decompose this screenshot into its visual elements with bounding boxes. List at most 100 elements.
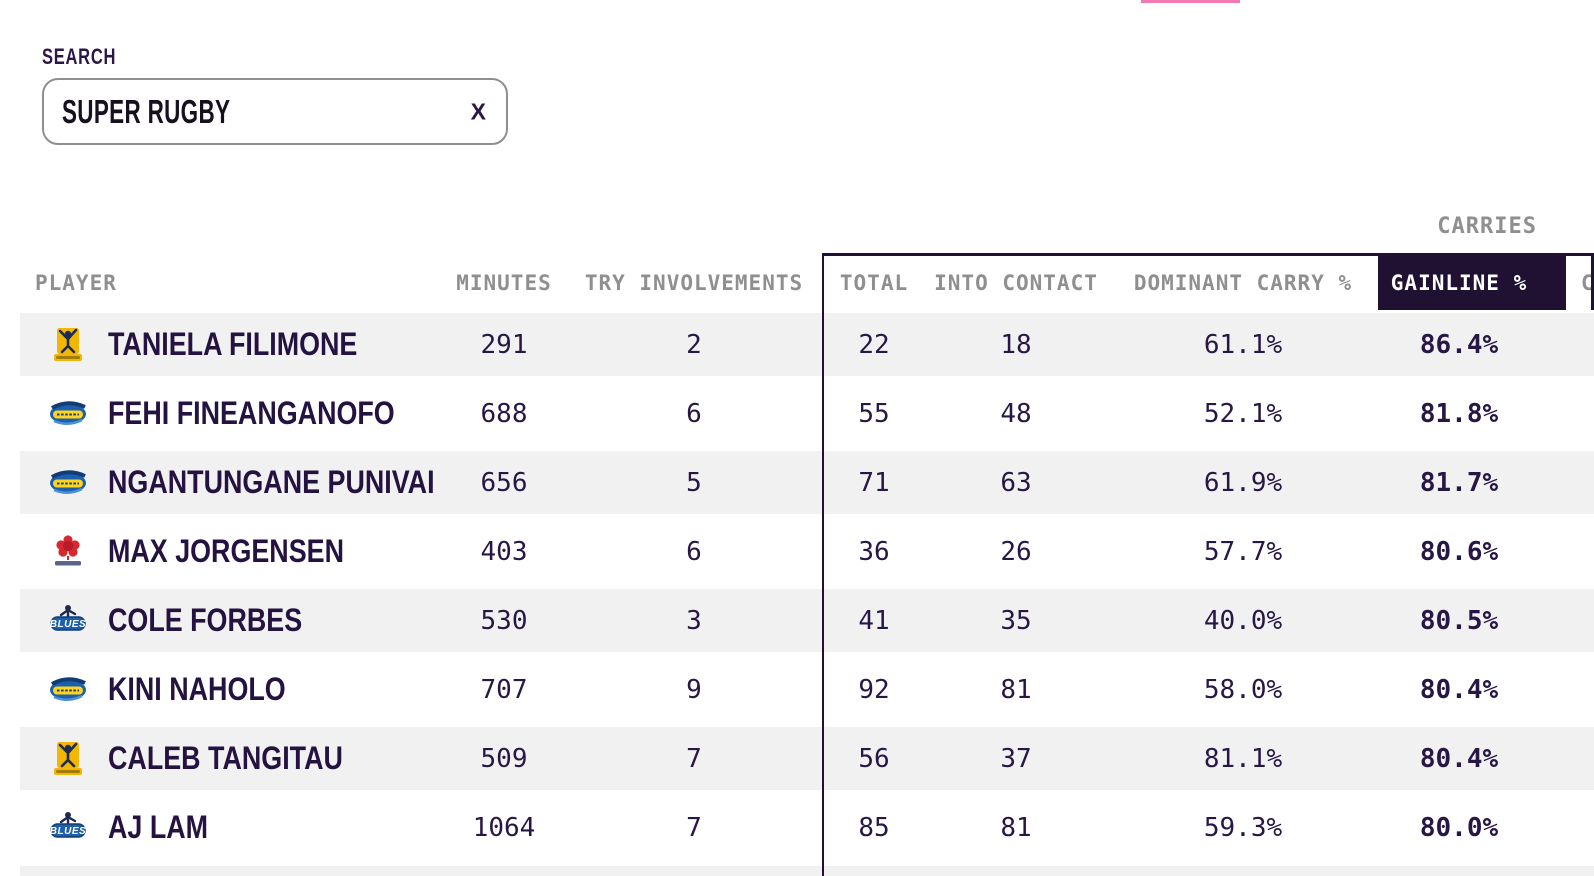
into-contact-value: 81 [1000,674,1032,705]
table-row[interactable]: KINI NAHOLO 707 9 92 81 58.0% 80.4% [20,655,1594,724]
try-involvements-value: 7 [686,812,702,843]
carries-total-value: 71 [858,467,890,498]
player-name: NGANTUNGANE PUNIVAI [108,464,435,500]
player-name: CALEB TANGITAU [108,740,343,776]
player-cell: TANIELA FILIMONE [20,325,444,365]
table-row[interactable]: MAX JORGENSEN 403 6 36 26 57.7% 80.6% [20,517,1594,586]
minutes-value: 530 [480,605,528,636]
carries-total-value: 22 [858,329,890,360]
dominant-carry-value: 58.0% [1203,674,1283,705]
dominant-carry-value: 59.3% [1203,812,1283,843]
active-tab-indicator [1141,0,1240,3]
dominant-carry-value: 40.0% [1203,605,1283,636]
table-row[interactable]: FEHI FINEANGANOFO 688 6 55 48 52.1% 81.8… [20,379,1594,448]
into-contact-value: 48 [1000,398,1032,429]
gainline-value: 80.6% [1419,536,1499,567]
column-header-player[interactable]: PLAYER [35,271,117,295]
gainline-value: 80.4% [1419,743,1499,774]
column-header-into-contact[interactable]: INTO CONTACT [934,271,1098,295]
into-contact-value: 26 [1000,536,1032,567]
team-logo-icon [48,808,88,848]
player-cell: MAX JORGENSEN [20,532,444,572]
dominant-carry-value: 57.7% [1203,536,1283,567]
try-involvements-value: 5 [686,467,702,498]
try-involvements-value: 6 [686,398,702,429]
player-name: KINI NAHOLO [108,671,286,707]
carries-total-value: 55 [858,398,890,429]
column-group-label-carries: CARRIES [1437,214,1537,239]
gainline-value: 80.5% [1419,605,1499,636]
column-header-gainline-active-sort[interactable]: GAINLINE % [1378,256,1566,310]
team-logo-icon [48,394,88,434]
player-cell: KINI NAHOLO [20,670,444,710]
carries-group-left-border [822,253,824,876]
player-name: TANIELA FILIMONE [108,326,358,362]
gainline-value: 81.7% [1419,467,1499,498]
next-highlighted-header-sliver [1591,256,1594,310]
player-cell: FEHI FINEANGANOFO [20,394,444,434]
try-involvements-value: 2 [686,329,702,360]
carries-total-value: 41 [858,605,890,636]
gainline-value: 86.4% [1419,329,1499,360]
team-logo-icon [48,670,88,710]
team-logo-icon [48,532,88,572]
try-involvements-value: 3 [686,605,702,636]
player-name: AJ LAM [108,809,209,845]
column-header-dominant-carry[interactable]: DOMINANT CARRY % [1133,271,1353,295]
dominant-carry-value: 61.9% [1203,467,1283,498]
gainline-value: 81.8% [1419,398,1499,429]
search-input[interactable] [62,80,443,143]
dominant-carry-value: 52.1% [1203,398,1283,429]
carries-group-top-border [822,253,1594,256]
player-name: FEHI FINEANGANOFO [108,395,395,431]
try-involvements-value: 9 [686,674,702,705]
minutes-value: 509 [480,743,528,774]
minutes-value: 707 [480,674,528,705]
search-label: SEARCH [42,44,117,69]
into-contact-value: 81 [1000,812,1032,843]
try-involvements-value: 7 [686,743,702,774]
carries-total-value: 92 [858,674,890,705]
carries-total-value: 85 [858,812,890,843]
into-contact-value: 18 [1000,329,1032,360]
table-row-partial [20,866,1594,876]
minutes-value: 656 [480,467,528,498]
search-box: X [42,78,508,145]
gainline-value: 80.0% [1419,812,1499,843]
player-cell: CALEB TANGITAU [20,739,444,779]
minutes-value: 291 [480,329,528,360]
team-logo-icon [48,463,88,503]
column-header-try-involvements[interactable]: TRY INVOLVEMENTS [584,271,804,295]
table-row[interactable]: TANIELA FILIMONE 291 2 22 18 61.1% 86.4% [20,310,1594,379]
clear-search-button[interactable]: X [470,98,486,124]
player-name: COLE FORBES [108,602,303,638]
try-involvements-value: 6 [686,536,702,567]
team-logo-icon [48,601,88,641]
team-logo-icon [48,739,88,779]
table-row[interactable]: AJ LAM 1064 7 85 81 59.3% 80.0% [20,793,1594,862]
carries-total-value: 56 [858,743,890,774]
into-contact-value: 37 [1000,743,1032,774]
carries-total-value: 36 [858,536,890,567]
into-contact-value: 63 [1000,467,1032,498]
table-body: TANIELA FILIMONE 291 2 22 18 61.1% 86.4%… [20,310,1594,862]
gainline-value: 80.4% [1419,674,1499,705]
column-header-truncated[interactable]: C [1581,271,1594,295]
dominant-carry-value: 61.1% [1203,329,1283,360]
player-cell: COLE FORBES [20,601,444,641]
minutes-value: 688 [480,398,528,429]
column-header-minutes[interactable]: MINUTES [456,271,552,295]
column-header-total[interactable]: TOTAL [839,271,909,295]
table-header-row: PLAYER MINUTES TRY INVOLVEMENTS TOTAL IN… [20,256,1594,310]
minutes-value: 1064 [472,812,536,843]
into-contact-value: 35 [1000,605,1032,636]
player-name: MAX JORGENSEN [108,533,344,569]
team-logo-icon [48,325,88,365]
table-row[interactable]: COLE FORBES 530 3 41 35 40.0% 80.5% [20,586,1594,655]
table-row[interactable]: NGANTUNGANE PUNIVAI 656 5 71 63 61.9% 81… [20,448,1594,517]
table-row[interactable]: CALEB TANGITAU 509 7 56 37 81.1% 80.4% [20,724,1594,793]
player-cell: NGANTUNGANE PUNIVAI [20,463,444,503]
minutes-value: 403 [480,536,528,567]
dominant-carry-value: 81.1% [1203,743,1283,774]
